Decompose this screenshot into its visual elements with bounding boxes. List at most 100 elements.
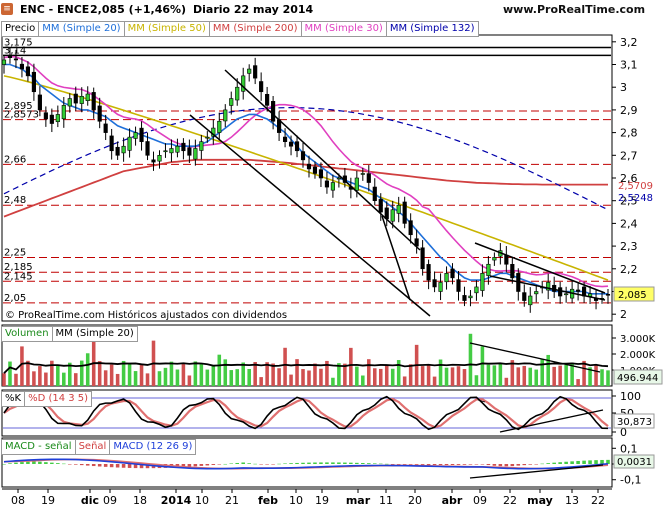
- macd-hist-bar: [8, 463, 12, 464]
- candle: [576, 289, 581, 292]
- candle: [432, 279, 437, 288]
- candle: [390, 209, 395, 222]
- macd-tick-label: 0,1: [620, 442, 638, 455]
- legend-ma20[interactable]: MM (Simple 20): [38, 21, 125, 37]
- macd-hist-bar: [594, 460, 598, 464]
- macd-hist-bar: [181, 464, 186, 468]
- volume-bar: [295, 359, 299, 386]
- candle: [1, 59, 7, 65]
- x-axis-label: 19: [41, 494, 55, 507]
- legend-ma50[interactable]: MM (Simple 50): [123, 21, 210, 37]
- ma20line-series: [4, 63, 608, 295]
- volume-bar: [570, 362, 574, 386]
- macd-hist-bar: [450, 464, 455, 465]
- candle: [522, 292, 527, 301]
- candle: [486, 263, 491, 276]
- candle: [193, 148, 198, 160]
- candle: [109, 135, 114, 152]
- macd-hist-bar: [115, 464, 120, 468]
- level-label: 2,8573: [4, 110, 39, 121]
- volume-bar: [462, 369, 467, 386]
- macd-hist-bar: [552, 462, 556, 464]
- volume-bar: [79, 360, 84, 386]
- macd-hist-bar: [56, 463, 60, 464]
- candle: [450, 268, 455, 279]
- macd-current-value: 0,0031: [617, 457, 652, 468]
- price-change: 2,085 (+1,46%): [90, 3, 187, 16]
- candle: [169, 148, 174, 154]
- macd-hist-bar: [199, 464, 204, 466]
- macd-hist-bar: [426, 464, 431, 465]
- macd-hist-bar: [187, 464, 192, 467]
- volume-legend: Volumen MM (Simple 20): [1, 326, 138, 342]
- x-axis-label: 19: [315, 494, 329, 507]
- candle: [402, 201, 407, 224]
- volume-bar: [103, 370, 108, 386]
- legend-stoch-k[interactable]: %K: [1, 391, 26, 407]
- macd-hist-bar: [313, 462, 317, 464]
- volume-current-value: 496.944: [617, 373, 658, 384]
- candle: [241, 75, 246, 92]
- volume-bar: [199, 363, 204, 386]
- price-tick-label: 2,9: [620, 104, 638, 117]
- macd-hist-bar: [79, 464, 84, 466]
- volume-bar: [307, 370, 311, 386]
- volume-bar: [331, 377, 335, 386]
- candle: [259, 81, 264, 93]
- legend-price[interactable]: Precio: [1, 21, 40, 37]
- macd-hist-bar: [26, 461, 30, 464]
- x-axis-label: 10: [195, 494, 209, 507]
- x-axis-labels: 08 19 dic 09 18 2014 10 21 feb 10 19 mar 11 20 abr 09 22…: [11, 489, 605, 507]
- legend-ma200[interactable]: MM (Simple 200): [208, 21, 302, 37]
- menu-icon[interactable]: ≡: [1, 3, 13, 15]
- level-label: 2,48: [4, 195, 26, 206]
- macd-hist-bar: [265, 464, 269, 465]
- candle: [19, 63, 25, 70]
- stochastic-value-badge: [613, 413, 655, 429]
- legend-volume-ma20[interactable]: MM (Simple 20): [51, 326, 138, 342]
- volume-bar: [558, 365, 562, 386]
- legend-macd-signal[interactable]: Señal: [74, 439, 111, 455]
- volume-bar: [62, 372, 66, 386]
- candle: [408, 220, 413, 236]
- legend-macd-line[interactable]: MACD (12 26 9): [109, 439, 197, 455]
- candle: [300, 151, 306, 161]
- period-date: Diario 22 may 2014: [193, 3, 314, 16]
- macd-hist-bar: [558, 462, 562, 464]
- macd-hist-bar: [432, 464, 437, 466]
- candle: [605, 293, 611, 296]
- macd-hist-bar: [259, 464, 263, 465]
- macd-tick-label: -0,1: [620, 474, 641, 487]
- macd-hist-bar: [606, 459, 610, 464]
- macd-hist-bar: [462, 464, 467, 465]
- volume-bar: [432, 376, 437, 386]
- candle: [79, 95, 84, 104]
- macd-hist-bar: [474, 464, 479, 465]
- site-link[interactable]: www.ProRealTime.com: [503, 3, 646, 16]
- macd-hist-bar: [522, 464, 527, 466]
- x-axis-label: mar: [346, 494, 371, 507]
- macd-legend: MACD - señal Señal MACD (12 26 9): [1, 439, 197, 455]
- candle: [426, 264, 431, 281]
- macd-hist-bar: [504, 464, 509, 467]
- volume-bar: [85, 353, 90, 386]
- candle: [564, 293, 569, 296]
- macd-hist-bar: [384, 463, 389, 465]
- candle: [205, 136, 210, 139]
- candle: [139, 127, 144, 142]
- candle: [378, 199, 383, 213]
- legend-volume[interactable]: Volumen: [1, 326, 53, 342]
- candle: [480, 273, 485, 291]
- legend-ma30[interactable]: MM (Simple 30): [300, 21, 387, 37]
- volume-bar: [301, 369, 305, 386]
- volume-bar: [241, 362, 245, 386]
- macd-hist-bar: [372, 463, 377, 464]
- legend-macd-hist[interactable]: MACD - señal: [1, 439, 76, 455]
- volume-bar: [26, 360, 30, 386]
- candle: [199, 141, 204, 151]
- legend-ma132[interactable]: MM (Simple 132): [385, 21, 479, 37]
- volume-bar: [564, 364, 568, 386]
- volume-bar: [337, 363, 341, 386]
- legend-stoch-d[interactable]: %D (14 3 5): [24, 391, 93, 407]
